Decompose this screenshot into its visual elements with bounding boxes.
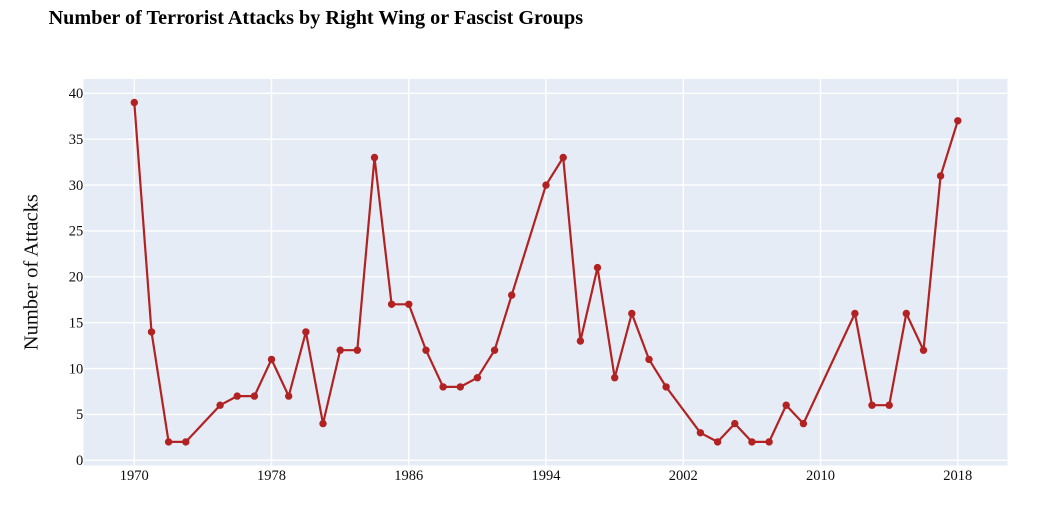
svg-text:2018: 2018 (943, 468, 972, 484)
svg-text:2002: 2002 (669, 468, 698, 484)
svg-text:1994: 1994 (532, 468, 562, 484)
svg-text:15: 15 (69, 316, 84, 332)
svg-text:10: 10 (69, 361, 84, 377)
svg-text:0: 0 (76, 453, 83, 469)
svg-text:25: 25 (69, 224, 84, 240)
svg-text:30: 30 (69, 178, 84, 194)
svg-text:2010: 2010 (806, 468, 835, 484)
svg-text:Number of Attacks: Number of Attacks (21, 194, 43, 350)
svg-text:1978: 1978 (257, 468, 286, 484)
svg-text:20: 20 (69, 270, 84, 286)
svg-text:1970: 1970 (120, 468, 149, 484)
svg-text:40: 40 (69, 86, 84, 102)
svg-text:1986: 1986 (394, 468, 423, 484)
svg-text:5: 5 (76, 407, 83, 423)
svg-text:35: 35 (69, 132, 84, 148)
